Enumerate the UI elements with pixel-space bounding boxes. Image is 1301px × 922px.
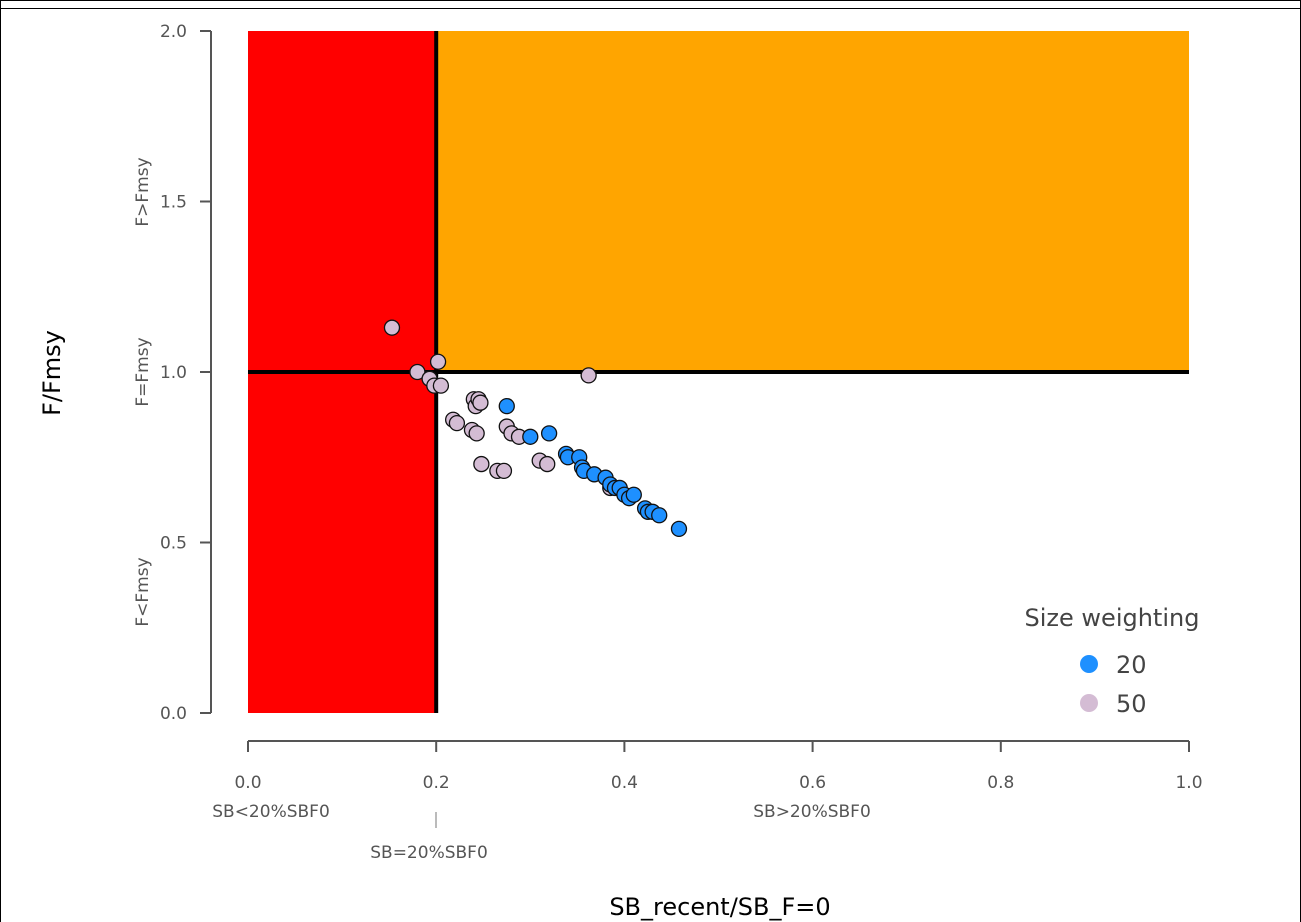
- y-tick-label: 1.0: [160, 363, 187, 383]
- data-point-series-50: [580, 367, 597, 384]
- x-annotation-middle: SB=20%SBF0: [370, 843, 488, 863]
- x-annotation-left: SB<20%SBF0: [212, 802, 330, 822]
- plot-region-1: [436, 31, 1189, 372]
- data-point-series-20: [540, 425, 558, 442]
- legend-marker-series-20: [1080, 655, 1098, 673]
- data-point-series-50: [383, 319, 401, 336]
- y-axis-ticks: 0.0 0.5 1.0 1.5 2.0: [160, 22, 211, 724]
- data-point-series-50: [495, 462, 513, 480]
- data-point-series-50: [539, 455, 556, 473]
- x-annotation-right: SB>20%SBF0: [753, 802, 871, 822]
- data-point-series-50: [448, 414, 466, 432]
- x-tick-label: 0.4: [611, 773, 638, 793]
- x-tick-label: 0.0: [234, 773, 261, 793]
- x-axis-title: SB_recent/SB_F=0: [609, 893, 830, 921]
- data-point-series-50: [472, 394, 489, 411]
- legend-marker-series-50: [1080, 694, 1098, 712]
- data-point-series-50: [473, 455, 490, 473]
- data-point-series-20: [670, 520, 688, 538]
- x-tick-label: 0.6: [799, 773, 826, 793]
- x-axis-ticks: 0.0 0.2 0.4 0.6 0.8 1.0: [234, 741, 1203, 793]
- y-tick-label: 0.0: [160, 704, 187, 724]
- y-tick-label: 2.0: [160, 22, 187, 42]
- legend-title: Size weighting: [1025, 604, 1200, 632]
- data-point-series-50: [409, 363, 426, 381]
- x-tick-label: 0.2: [423, 773, 450, 793]
- data-point-series-20: [651, 507, 668, 524]
- x-tick-label: 1.0: [1175, 773, 1202, 793]
- y-axis-title: F/Fmsy: [38, 330, 66, 416]
- data-point-series-20: [498, 397, 515, 415]
- legend: Size weighting 20 50: [1025, 604, 1200, 718]
- data-points: [383, 319, 688, 538]
- y-annotation-middle: F=Fmsy: [133, 337, 153, 406]
- y-tick-label: 1.5: [160, 193, 187, 213]
- data-point-series-50: [432, 377, 450, 394]
- y-annotation-lower: F<Fmsy: [133, 557, 153, 626]
- data-point-series-20: [625, 486, 642, 503]
- y-annotation-upper: F>Fmsy: [133, 157, 153, 226]
- legend-label-series-50: 50: [1116, 690, 1147, 718]
- data-point-series-50: [468, 425, 485, 442]
- reference-lines: [248, 31, 1189, 713]
- y-tick-label: 0.5: [160, 534, 187, 554]
- legend-label-series-20: 20: [1116, 651, 1147, 679]
- data-point-series-20: [522, 428, 539, 445]
- x-tick-label: 0.8: [987, 773, 1014, 793]
- data-point-series-50: [429, 353, 447, 370]
